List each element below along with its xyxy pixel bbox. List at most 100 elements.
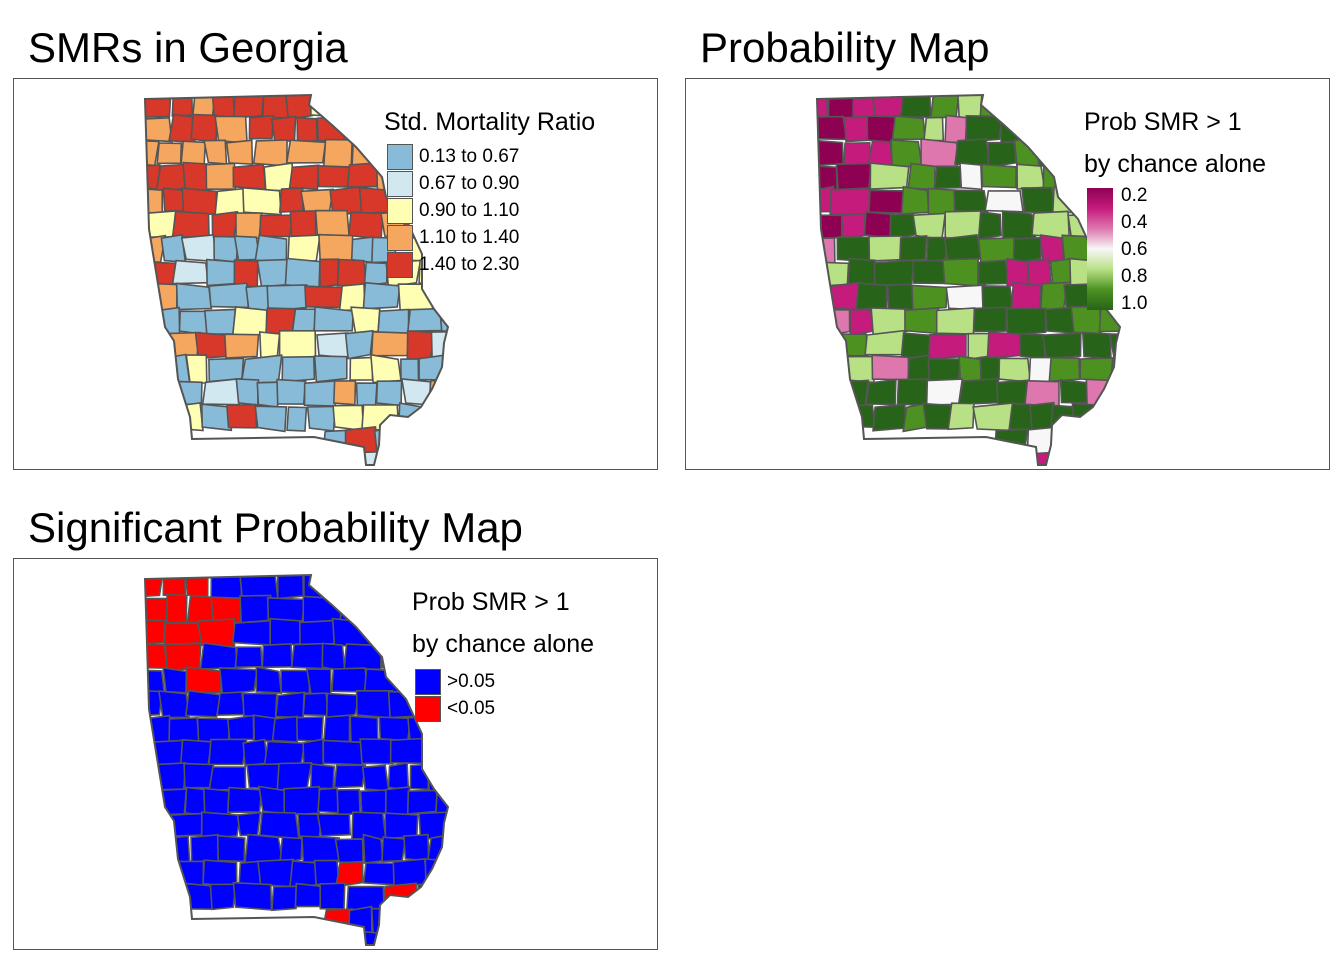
county-polygon <box>343 116 384 144</box>
county-polygon <box>427 377 448 407</box>
legend-label: <0.05 <box>447 697 496 719</box>
county-polygon <box>368 618 395 647</box>
county-polygon <box>922 402 954 430</box>
county-polygon <box>258 811 300 841</box>
sig-legend-item: <0.05 <box>415 695 594 722</box>
county-polygon <box>403 833 430 862</box>
smr-legend-item: 1.10 to 1.40 <box>387 224 595 251</box>
county-polygon <box>316 332 351 359</box>
county-polygon <box>156 142 183 165</box>
county-polygon <box>226 403 258 429</box>
county-polygon <box>235 212 263 240</box>
smr-legend: Std. Mortality Ratio 0.13 to 0.67 0.67 t… <box>384 101 595 278</box>
sig-map-frame: Prob SMR > 1 by chance alone >0.05 <0.05 <box>13 558 658 950</box>
county-polygon <box>145 210 178 239</box>
county-polygon <box>218 667 259 695</box>
county-polygon <box>873 259 915 288</box>
county-polygon <box>254 405 288 433</box>
county-polygon <box>891 115 927 141</box>
county-polygon <box>986 331 1023 360</box>
county-polygon <box>232 163 267 191</box>
county-polygon <box>840 212 867 240</box>
county-polygon <box>896 378 931 407</box>
county-polygon <box>270 115 297 142</box>
county-polygon <box>236 811 262 837</box>
county-polygon <box>288 164 320 191</box>
county-polygon <box>972 402 1015 432</box>
legend-swatch <box>415 668 441 695</box>
county-polygon <box>900 332 932 359</box>
county-polygon <box>242 186 282 216</box>
county-polygon <box>318 233 355 263</box>
county-polygon <box>183 762 215 789</box>
county-polygon <box>1005 307 1047 336</box>
county-polygon <box>925 378 964 406</box>
county-polygon <box>375 380 403 407</box>
county-polygon <box>927 187 958 216</box>
county-polygon <box>295 716 324 743</box>
county-polygon <box>945 284 987 311</box>
gradient-tick-label: 0.8 <box>1121 266 1148 287</box>
county-polygon <box>407 307 444 333</box>
county-polygon <box>378 930 409 945</box>
county-polygon <box>987 141 1017 169</box>
county-polygon <box>935 307 976 335</box>
county-polygon <box>1024 451 1061 465</box>
county-polygon <box>817 115 848 141</box>
county-polygon <box>255 666 283 694</box>
county-polygon <box>163 622 204 647</box>
county-polygon <box>389 737 425 765</box>
county-polygon <box>306 405 337 432</box>
legend-swatch <box>387 197 413 224</box>
county-polygon <box>426 833 448 862</box>
county-polygon <box>817 214 843 240</box>
county-polygon <box>176 881 216 911</box>
county-polygon <box>316 813 352 837</box>
county-polygon <box>959 162 983 191</box>
county-polygon <box>1006 257 1031 287</box>
county-polygon <box>252 139 288 167</box>
county-polygon <box>450 837 483 863</box>
county-polygon <box>301 835 341 864</box>
sig-map-title: Significant Probability Map <box>28 504 523 551</box>
county-polygon <box>965 114 1003 143</box>
county-polygon <box>999 113 1031 144</box>
county-polygon <box>836 333 870 357</box>
legend-label: >0.05 <box>447 670 496 692</box>
county-polygon <box>370 353 402 384</box>
county-polygon <box>336 258 368 287</box>
county-polygon <box>246 763 281 791</box>
county-polygon <box>430 330 448 359</box>
county-polygon <box>911 284 948 311</box>
smr-legend-item: 0.67 to 0.90 <box>387 170 595 197</box>
county-polygon <box>400 377 432 406</box>
county-polygon <box>370 330 412 357</box>
county-polygon <box>286 406 308 432</box>
legend-swatch <box>387 251 413 278</box>
county-polygon <box>1081 331 1112 360</box>
county-polygon <box>361 764 390 792</box>
county-polygon <box>151 788 188 816</box>
prob-legend-gradient: 0.2 0.4 0.6 0.8 1.0 <box>1087 185 1266 314</box>
county-polygon <box>384 786 411 816</box>
county-polygon <box>302 738 325 767</box>
county-polygon <box>362 861 396 886</box>
county-polygon <box>381 836 407 863</box>
county-polygon <box>836 236 871 263</box>
county-polygon <box>1042 163 1080 192</box>
county-polygon <box>1016 163 1046 190</box>
county-polygon <box>210 575 243 600</box>
county-polygon <box>145 95 172 119</box>
county-polygon <box>869 162 910 190</box>
county-polygon <box>287 234 321 264</box>
county-polygon <box>1039 234 1065 264</box>
county-polygon <box>181 187 218 217</box>
county-polygon <box>344 426 379 455</box>
legend-label: 0.13 to 0.67 <box>419 145 520 167</box>
county-polygon <box>232 881 273 911</box>
county-polygon <box>208 357 245 383</box>
county-polygon <box>226 786 263 814</box>
county-polygon <box>912 259 948 285</box>
sig-georgia-map <box>143 573 483 946</box>
county-polygon <box>309 763 336 790</box>
